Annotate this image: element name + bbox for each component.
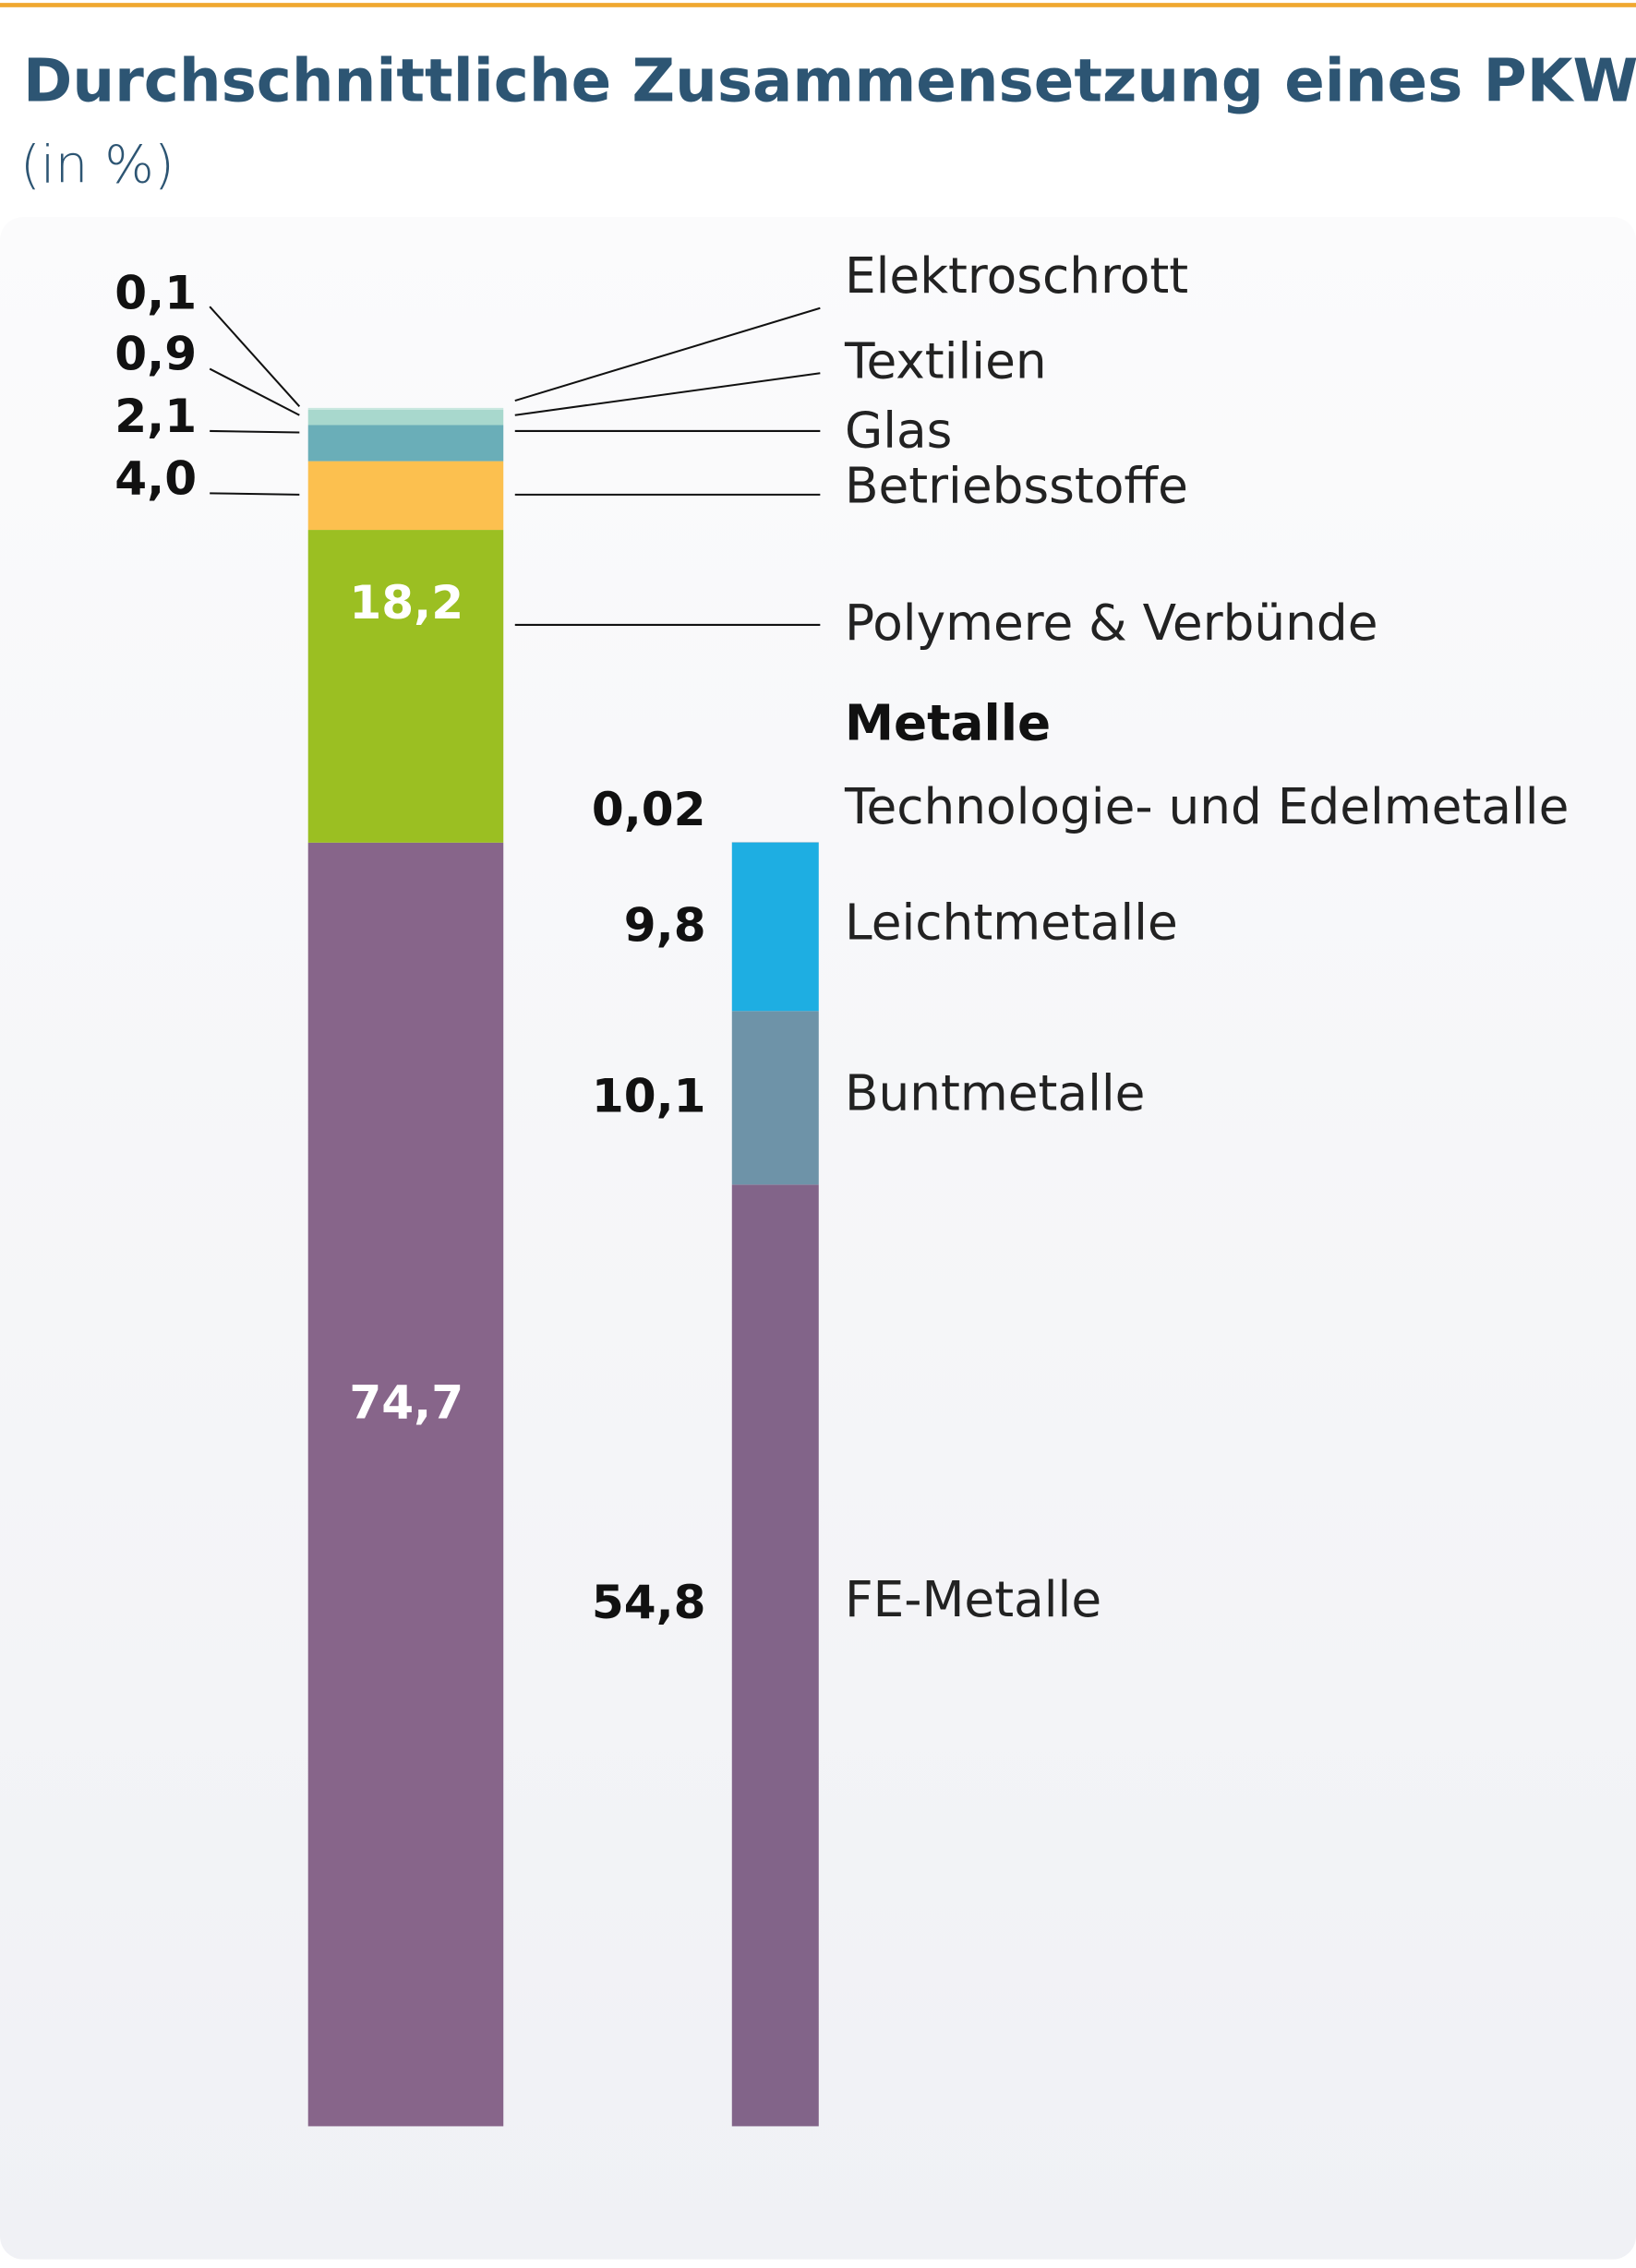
bar-segment [307,407,504,410]
top-rule [0,3,1636,7]
segment-name: Textilien [844,333,1047,390]
chart-title: Durchschnittliche Zusammensetzung eines … [23,47,1636,116]
value-label: 10,1 [592,1068,706,1122]
bar-segment [307,409,504,426]
segment-name: Elektroschrott [845,247,1188,305]
value-label: 2,1 [114,389,197,443]
value-label: 4,0 [114,450,197,505]
value-label: 74,7 [349,1375,463,1430]
leader-line [209,367,300,416]
segment-name: Polymere & Verbünde [845,594,1378,652]
chart-subtitle: (in %) [20,135,174,195]
bar-segment [731,1011,819,1185]
bar-segment [731,842,819,1012]
value-label: 0,1 [114,266,197,320]
segment-name: FE-Metalle [845,1571,1101,1628]
value-label: 0,9 [114,327,197,381]
leader-line [209,306,301,407]
bar-segment [307,425,504,462]
value-label: 9,8 [624,897,706,952]
bar-segment [307,530,504,843]
bar-segment [731,1184,819,2127]
bar-segment [307,461,504,531]
leader-line [210,492,300,496]
segment-name: Metalle [845,694,1051,751]
segment-name: Technologie- und Edelmetalle [844,778,1569,835]
value-label: 54,8 [592,1575,706,1629]
leader-line [210,429,300,434]
leader-line [514,306,821,402]
segment-name: Glas [845,402,952,460]
value-label: 0,02 [592,782,706,836]
segment-name: Buntmetalle [845,1064,1145,1122]
leader-line [514,372,821,416]
segment-name: Leichtmetalle [845,894,1178,951]
value-label: 18,2 [349,575,463,630]
segment-name: Betriebsstoffe [845,457,1188,514]
bar-segment [307,842,504,2127]
